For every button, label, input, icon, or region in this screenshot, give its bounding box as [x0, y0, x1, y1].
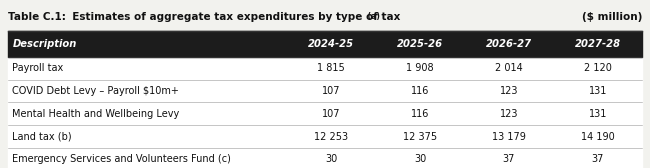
Text: Payroll tax: Payroll tax	[12, 64, 64, 73]
Text: 116: 116	[411, 109, 430, 119]
Text: 116: 116	[411, 86, 430, 96]
Text: 2027-28: 2027-28	[575, 39, 621, 49]
Text: Table C.1:: Table C.1:	[8, 12, 66, 22]
Bar	[8, 102, 642, 125]
Text: 37: 37	[503, 154, 515, 164]
Text: 12 253: 12 253	[315, 132, 348, 141]
Text: Emergency Services and Volunteers Fund (c): Emergency Services and Volunteers Fund (…	[12, 154, 231, 164]
Text: 1 815: 1 815	[317, 64, 345, 73]
Text: Description: Description	[12, 39, 77, 49]
Text: 2 120: 2 120	[584, 64, 612, 73]
Text: 37: 37	[592, 154, 604, 164]
Text: Mental Health and Wellbeing Levy: Mental Health and Wellbeing Levy	[12, 109, 179, 119]
Bar	[8, 125, 642, 148]
Text: 123: 123	[500, 86, 518, 96]
Text: 30: 30	[414, 154, 426, 164]
Text: 2024-25: 2024-25	[308, 39, 354, 49]
Text: 107: 107	[322, 86, 341, 96]
Text: 2025-26: 2025-26	[397, 39, 443, 49]
Bar	[8, 57, 642, 80]
Text: (a): (a)	[365, 12, 380, 21]
Text: ($ million): ($ million)	[582, 12, 642, 22]
Text: 12 375: 12 375	[403, 132, 437, 141]
Bar	[8, 148, 642, 168]
Text: 123: 123	[500, 109, 518, 119]
Bar	[8, 31, 642, 57]
Bar	[8, 80, 642, 102]
Text: 13 179: 13 179	[492, 132, 526, 141]
Text: 14 190: 14 190	[581, 132, 615, 141]
Text: 131: 131	[589, 109, 607, 119]
Text: 131: 131	[589, 86, 607, 96]
Text: Estimates of aggregate tax expenditures by type of tax: Estimates of aggregate tax expenditures …	[65, 12, 400, 22]
Text: 107: 107	[322, 109, 341, 119]
Text: 30: 30	[325, 154, 337, 164]
Text: COVID Debt Levy – Payroll $10m+: COVID Debt Levy – Payroll $10m+	[12, 86, 179, 96]
Text: 2026-27: 2026-27	[486, 39, 532, 49]
Text: 2 014: 2 014	[495, 64, 523, 73]
Text: Land tax (b): Land tax (b)	[12, 132, 72, 141]
Text: 1 908: 1 908	[406, 64, 434, 73]
